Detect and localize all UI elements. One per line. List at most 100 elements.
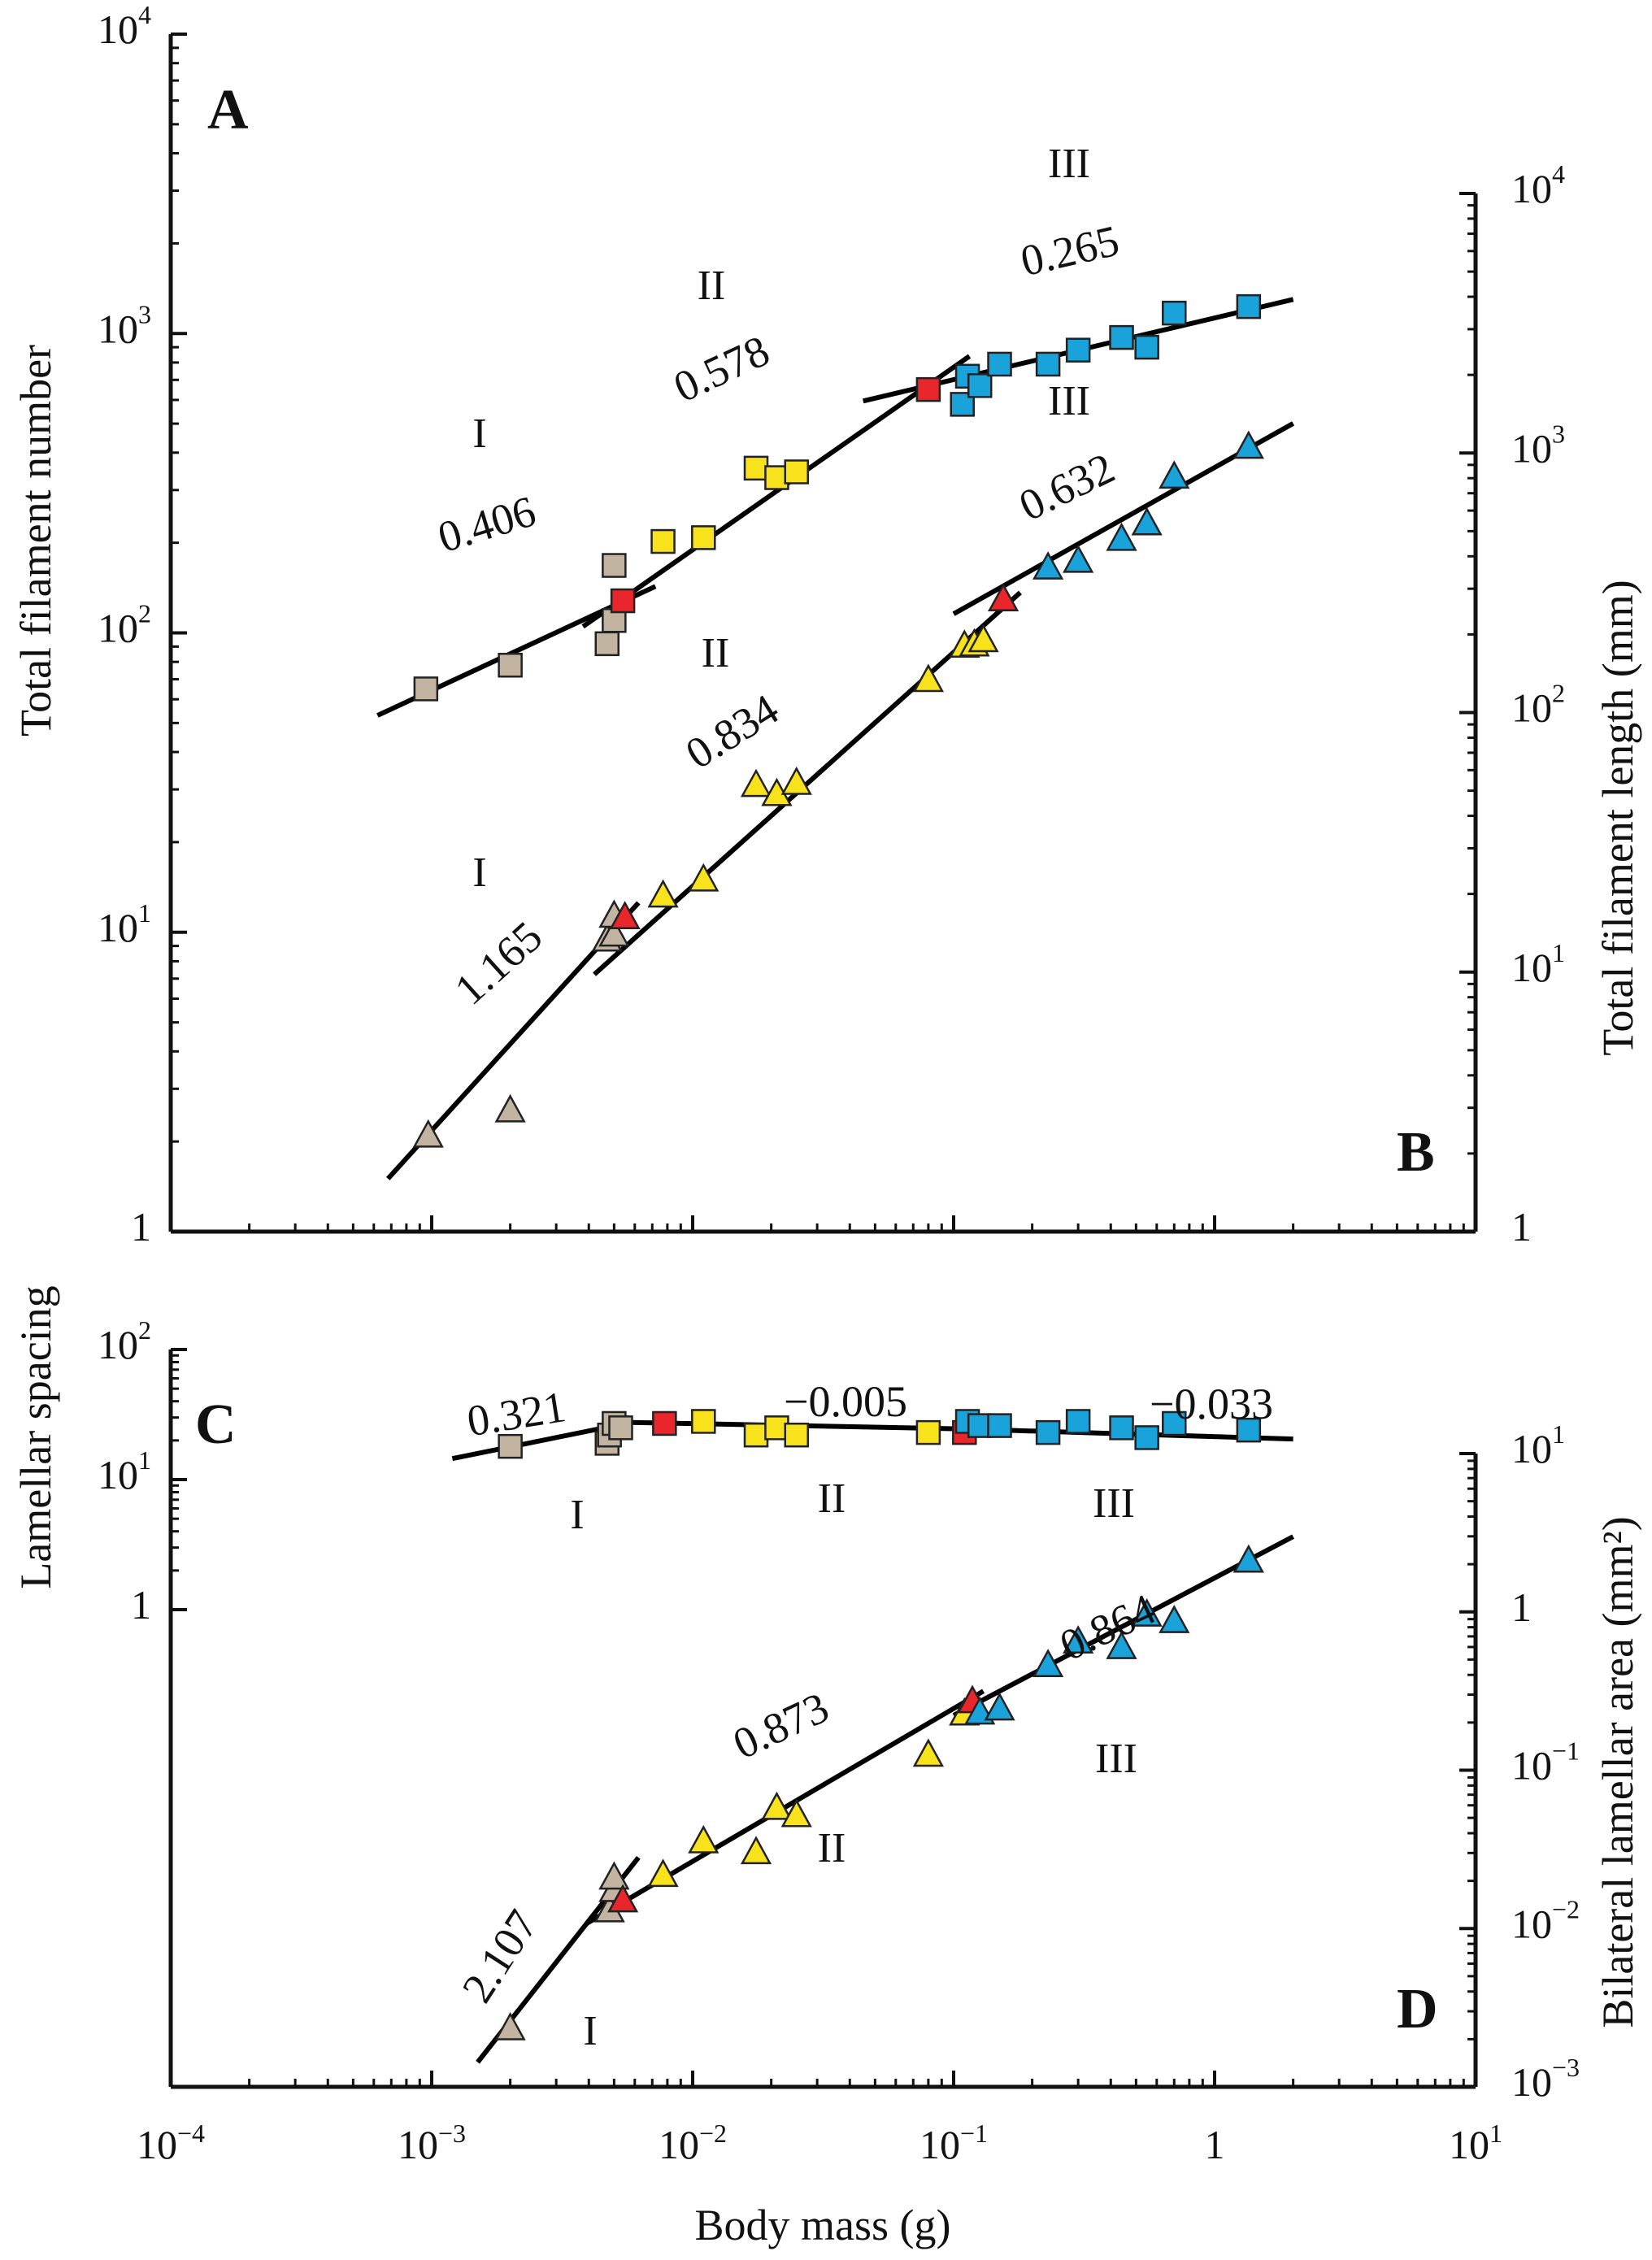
panel-b-phase-label-iii: III: [1048, 378, 1090, 424]
panel-b-point-phase-iii: [1032, 551, 1064, 580]
panel-a-slope-label-phase-iii: 0.265: [1016, 216, 1124, 286]
panel-a-y-axis-label: Total filament number: [11, 345, 60, 737]
panel-a-point-phase-iii: [1162, 300, 1187, 326]
panel-d-y-tick-label: 10−1: [1511, 1736, 1580, 1788]
panel-d-point-phase-iii: [1032, 1649, 1064, 1677]
panel-a-point-phase-ii: [784, 459, 809, 485]
x-tick-label: 10−1: [919, 2119, 988, 2167]
panel-b-slope-label-phase-i: 1.165: [446, 912, 551, 1015]
panel-c-point-phase-iii: [1065, 1409, 1091, 1434]
panel-a-point-phase-iii: [987, 351, 1012, 377]
plot-top-ticks: 1 101 102 103 104 1 101 102 103 104: [98, 0, 1565, 1250]
panel-c-slope-label-phase-iii: −0.033: [1150, 1380, 1273, 1428]
panel-c-point-phase-iii: [987, 1413, 1012, 1438]
panel-b-y-tick-label: 1: [1511, 1204, 1532, 1250]
panel-c-point-phase-ii: [784, 1422, 809, 1448]
panel-letter-b: B: [1397, 1121, 1435, 1184]
panel-b-point-phase-ii: [967, 624, 999, 653]
panel-a-point-phase-iii: [1035, 351, 1061, 377]
plot-bottom-points: [494, 1409, 1264, 2041]
panel-d-phase-label-ii: II: [818, 1825, 846, 1871]
panel-c-y-tick-label: 1: [131, 1582, 151, 1628]
panel-d-point-phase-ii: [780, 1798, 812, 1828]
panel-b-point-phase-i: [412, 1119, 444, 1148]
panel-letter-d: D: [1397, 1978, 1438, 2041]
panel-c-point-phase-iii: [1236, 1417, 1262, 1443]
panel-c-y-axis-label: Lamellar spacing: [11, 1285, 60, 1589]
panel-c-y-tick-label: 101: [98, 1445, 151, 1497]
panel-d-phase-label-iii: III: [1095, 1736, 1137, 1782]
panel-a-y-tick-label: 104: [98, 0, 151, 52]
panel-a-point-phase-ii: [691, 525, 716, 550]
panel-b-point-phase-ii: [780, 766, 812, 795]
panel-c-phase-label-iii: III: [1093, 1480, 1135, 1527]
x-tick-label: 101: [1449, 2119, 1502, 2167]
panel-a-point-phase-ii: [743, 455, 769, 481]
panel-b-point-phase-iii: [1106, 522, 1137, 551]
panel-b-point-phase-i: [494, 1093, 526, 1123]
x-tick-label: 10−3: [398, 2119, 466, 2167]
panel-c-point-phase-iii: [1109, 1415, 1134, 1441]
panel-a-point-phase-i: [413, 676, 439, 702]
panel-b-point-phase-i: [598, 918, 630, 947]
panel-b-y-tick-label: 101: [1511, 938, 1565, 990]
x-tick-label: 10−4: [137, 2119, 205, 2167]
panel-c-point-phase-ii: [743, 1422, 769, 1448]
panel-d-point-phase-iii: [1232, 1544, 1264, 1573]
x-tick-label: 1: [1205, 2122, 1225, 2167]
panel-d-point-phase-i: [494, 2011, 526, 2041]
panel-c-slope-label-phase-ii: −0.005: [784, 1377, 907, 1426]
panel-c-point-phase-ii: [915, 1419, 941, 1445]
panel-b-point-phase-iii: [1159, 460, 1190, 489]
panel-a-phase-label-ii: II: [698, 263, 726, 309]
panel-a-point-phase-iii: [1065, 337, 1091, 363]
panel-d-y-tick-label: 10−2: [1511, 1895, 1580, 1947]
panel-a-phase-label-i: I: [472, 411, 486, 457]
plot-top-fit-lines: [376, 297, 1295, 1180]
panel-a-point-transition-i-ii: [610, 588, 636, 614]
panel-a-point-transition-ii-iii: [915, 376, 941, 402]
panel-a-point-phase-iii: [967, 373, 993, 398]
panel-d-y-tick-label: 1: [1511, 1584, 1532, 1630]
panel-d-point-phase-ii: [647, 1858, 679, 1888]
panel-d-point-phase-iii: [1131, 1598, 1163, 1627]
panel-c-point-phase-ii: [691, 1409, 716, 1434]
panel-a-point-phase-iii: [950, 392, 975, 417]
panel-d-y-axis-label: Bilateral lamellar area (mm²): [1593, 1516, 1642, 2027]
panel-letter-c: C: [195, 1393, 237, 1456]
panel-b-slope-label-phase-iii: 0.632: [1011, 443, 1122, 530]
panel-d-phase-label-i: I: [583, 2008, 597, 2054]
panel-c-phase-label-ii: II: [818, 1476, 846, 1522]
panel-b-fit-line-phase-ii: [593, 590, 1022, 976]
panel-c-point-phase-iii: [1035, 1419, 1061, 1445]
panel-a-point-phase-iii: [1236, 293, 1262, 319]
panel-b-y-axis-label: Total filament length (mm): [1593, 580, 1642, 1056]
panel-c-point-phase-iii: [1134, 1425, 1159, 1450]
panel-letter-a: A: [207, 79, 249, 141]
panel-c-point-phase-i: [608, 1415, 633, 1441]
panel-b-point-phase-ii: [647, 879, 679, 908]
panel-b-slope-label-phase-ii: 0.834: [677, 685, 787, 778]
panel-d-slope-label-phase-ii: 0.873: [726, 1683, 836, 1769]
panel-b-point-phase-ii: [740, 768, 772, 798]
panel-d-point-phase-iii: [1106, 1631, 1137, 1659]
panel-c-point-transition-i-ii: [652, 1410, 677, 1436]
panel-a-fit-line-phase-ii: [581, 354, 972, 629]
panel-a-point-phase-i: [498, 652, 523, 678]
panel-b-point-phase-iii: [1232, 430, 1264, 459]
panel-a-point-phase-iii: [1134, 334, 1159, 360]
panel-a-slope-label-phase-ii: 0.578: [667, 326, 776, 412]
panel-a-y-tick-label: 1: [131, 1204, 151, 1250]
panel-d-y-tick-label: 10−3: [1511, 2053, 1580, 2105]
panel-b-point-phase-iii: [1131, 506, 1163, 536]
panel-b-point-transition-ii-iii: [987, 583, 1019, 612]
x-tick-label: 10−2: [659, 2119, 727, 2167]
panel-b-point-phase-ii: [912, 663, 945, 693]
panel-a-point-phase-i: [594, 631, 620, 657]
plot-bottom-ticks: 1 101 102 10−3 10−2 10−1 1 101: [98, 1315, 1580, 2105]
panel-b-phase-label-ii: II: [702, 630, 730, 676]
x-axis-tick-labels: 10−4 10−3 10−2 10−1 1 101: [137, 2119, 1502, 2167]
panel-a-y-tick-label: 102: [98, 599, 151, 651]
